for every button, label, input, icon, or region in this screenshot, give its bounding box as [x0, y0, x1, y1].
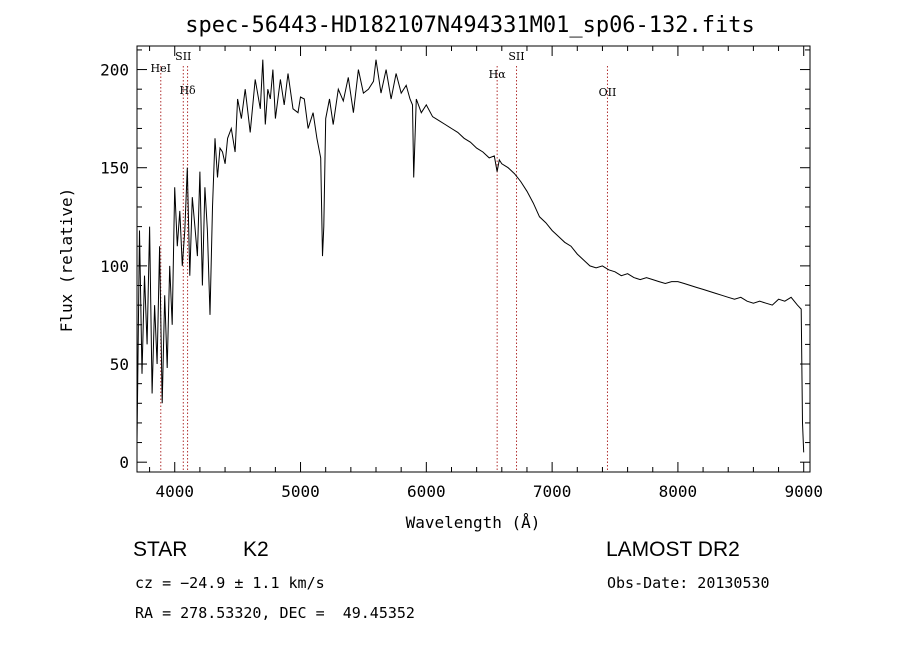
object-subclass: K2	[243, 538, 269, 561]
y-tick-label-50: 50	[110, 355, 129, 374]
spectrum-series-line	[136, 59, 805, 453]
line-marker-label-2: Hδ	[179, 84, 196, 97]
x-axis-label: Wavelength (Å)	[406, 513, 541, 532]
line-marker-label-5: OII	[599, 86, 617, 99]
x-tick-label-6000: 6000	[407, 482, 446, 501]
y-axis-label: Flux (relative)	[57, 188, 76, 333]
line-marker-label-1: SII	[175, 50, 191, 63]
plot-frame	[136, 45, 811, 473]
coordinates: RA = 278.53320, DEC = 49.45352	[135, 604, 415, 622]
survey-name: LAMOST DR2	[606, 538, 740, 561]
x-tick-label-9000: 9000	[784, 482, 823, 501]
axis-ticks: 4000 5000 6000 7000 8000 9000 0 50 100 150 200	[100, 46, 823, 501]
y-tick-label-150: 150	[100, 159, 129, 178]
chart-title: spec-56443-HD182107N494331M01_sp06-132.f…	[185, 13, 755, 38]
line-marker-label-4: SII	[508, 50, 524, 63]
x-tick-label-4000: 4000	[155, 482, 194, 501]
x-tick-label-7000: 7000	[533, 482, 572, 501]
y-tick-label-100: 100	[100, 257, 129, 276]
y-tick-label-200: 200	[100, 61, 129, 80]
redshift-info: cz = −24.9 ± 1.1 km/s	[135, 574, 325, 592]
object-class: STAR	[133, 538, 188, 561]
observation-date: Obs-Date: 20130530	[607, 574, 770, 592]
x-tick-label-5000: 5000	[281, 482, 320, 501]
y-tick-label-0: 0	[119, 453, 129, 472]
line-marker-label-3: Hα	[489, 68, 507, 81]
line-marker-label-0: HeI	[151, 62, 171, 75]
x-tick-label-8000: 8000	[659, 482, 698, 501]
